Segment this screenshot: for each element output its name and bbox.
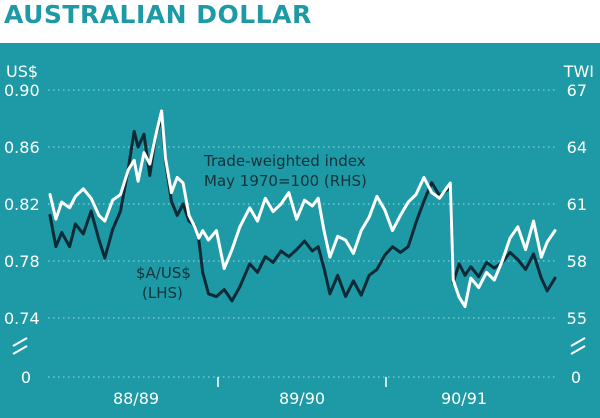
twi-annotation-line1: Trade-weighted index (203, 152, 366, 170)
right-axis-zero-label: 0 (571, 368, 581, 387)
left-axis-break (12, 337, 28, 347)
left-axis-zero-label: 0 (21, 368, 31, 387)
x-category-label: 89/90 (279, 389, 325, 408)
x-category-label: 88/89 (113, 389, 159, 408)
left-tick-label: 0.78 (4, 252, 40, 271)
axis-layer: US$ TWI 0 0 0.90 0.86 0.82 0.78 0.74 67 64 61 58… (4, 62, 594, 408)
x-category-label: 90/91 (441, 389, 487, 408)
series-layer (48, 109, 557, 309)
twi-annotation-line2: May 1970=100 (RHS) (204, 172, 367, 190)
plot-background (0, 43, 600, 418)
left-axis-break (12, 345, 28, 355)
left-tick-label: 0.86 (4, 138, 40, 157)
usd-annotation-line2: (LHS) (142, 284, 183, 302)
left-tick-label: 0.82 (4, 195, 40, 214)
right-axis-unit: TWI (563, 62, 594, 81)
usd-annotation-line1: $A/US$ (136, 264, 191, 282)
usd-series-line (48, 117, 557, 303)
right-axis-break (570, 345, 586, 355)
left-axis-unit: US$ (6, 62, 38, 81)
right-tick-label: 58 (567, 252, 587, 271)
right-tick-label: 67 (567, 81, 587, 100)
twi-series-line (48, 109, 557, 309)
right-axis-break (570, 337, 586, 347)
left-tick-label: 0.90 (4, 81, 40, 100)
annotation-layer: Trade-weighted index May 1970=100 (RHS) … (136, 152, 367, 302)
chart-title: AUSTRALIAN DOLLAR (4, 0, 312, 29)
right-tick-label: 64 (567, 138, 587, 157)
right-tick-label: 55 (567, 309, 587, 328)
left-tick-label: 0.74 (4, 309, 40, 328)
right-tick-label: 61 (567, 195, 587, 214)
